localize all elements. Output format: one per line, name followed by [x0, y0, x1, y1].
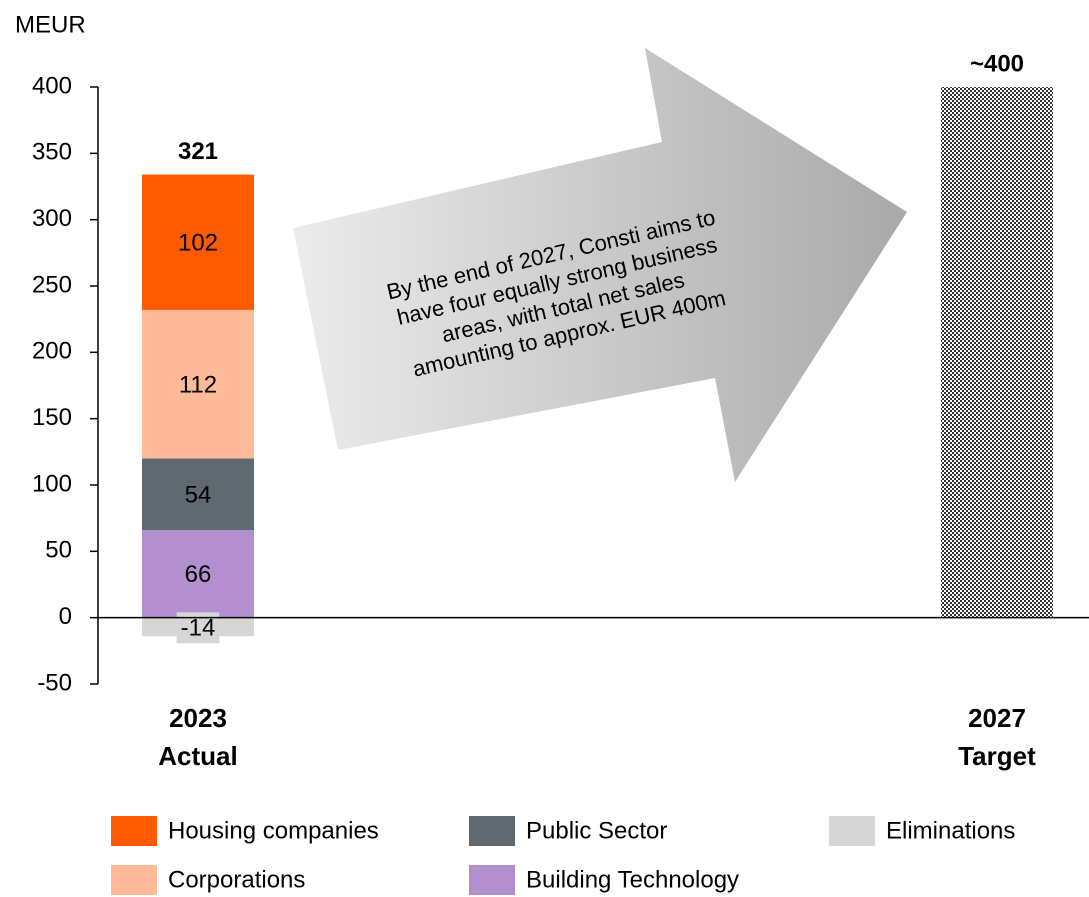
y-tick-label: 150	[32, 404, 72, 431]
value-label: 54	[185, 482, 212, 509]
y-tick-label: 50	[45, 537, 72, 564]
y-tick-label: 350	[32, 139, 72, 166]
y-tick-label: 300	[32, 205, 72, 232]
bar-segment	[142, 174, 254, 310]
y-axis-label: MEUR	[15, 11, 86, 38]
value-label: 66	[185, 561, 212, 588]
bar-segment	[142, 458, 254, 531]
value-label: 112	[179, 372, 217, 399]
legend-swatch	[469, 865, 515, 895]
legend-swatch	[829, 816, 875, 846]
legend-swatch	[111, 816, 157, 846]
y-tick-label: 200	[32, 338, 72, 365]
arrow	[293, 48, 907, 482]
legend-label: Building Technology	[526, 866, 739, 893]
total-label: 321	[178, 138, 218, 165]
legend-label: Housing companies	[168, 817, 379, 844]
legend-swatch	[111, 865, 157, 895]
y-tick-label: 100	[32, 470, 72, 497]
legend-label: Eliminations	[886, 817, 1015, 844]
total-label: ~400	[970, 50, 1024, 77]
x-tick-label: 2023 Actual	[158, 703, 238, 771]
bar-segment	[142, 309, 254, 459]
y-tick-label: 0	[59, 603, 72, 630]
x-tick-label: 2027 Target	[958, 703, 1036, 771]
value-label: -14	[181, 614, 216, 641]
legend-swatch	[469, 816, 515, 846]
value-label: 102	[178, 230, 218, 257]
y-tick-label: -50	[37, 669, 72, 696]
legend-label: Corporations	[168, 866, 305, 893]
y-tick-label: 400	[32, 72, 72, 99]
target-bar	[941, 87, 1053, 618]
legend-label: Public Sector	[526, 817, 667, 844]
bar-segment	[142, 530, 254, 618]
y-tick-label: 250	[32, 271, 72, 298]
